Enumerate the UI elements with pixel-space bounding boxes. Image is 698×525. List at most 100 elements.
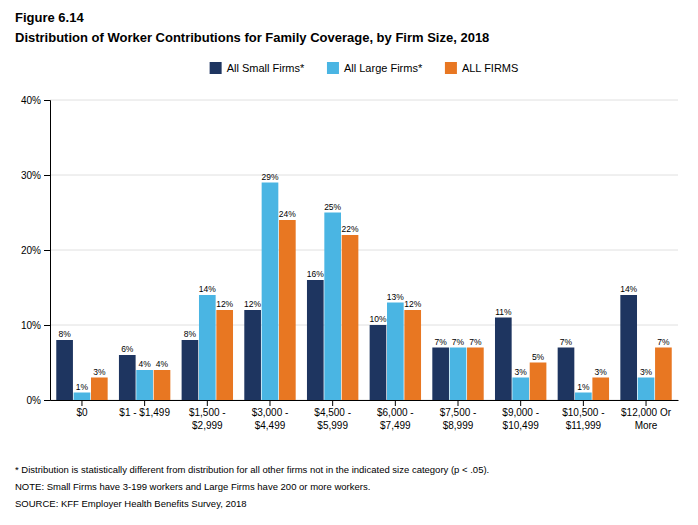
grid-line: [50, 325, 678, 326]
bar: [91, 378, 108, 401]
x-tick-mark: [458, 400, 459, 406]
x-tick-mark: [332, 400, 333, 406]
x-tick-mark: [81, 400, 82, 406]
y-axis-line: [44, 101, 51, 401]
data-label: 3%: [595, 367, 608, 377]
bar: [342, 235, 359, 400]
data-label: 29%: [261, 172, 278, 182]
figure-label: Figure 6.14: [15, 10, 84, 25]
x-tick-label: $12,000 OrMore: [621, 407, 672, 431]
data-label: 22%: [342, 224, 359, 234]
data-label: 10%: [369, 314, 386, 324]
y-tick-label: 0%: [27, 395, 42, 406]
legend-item: All Large Firms*: [327, 62, 423, 74]
grid-line: [50, 175, 678, 176]
bar: [199, 295, 216, 400]
legend-item: All Small Firms*: [210, 62, 305, 74]
y-tick-mark: [44, 250, 50, 251]
y-axis: 0% 10% 20% 30% 40%: [21, 95, 51, 406]
x-tick-label: $7,500 -$8,999: [440, 407, 477, 431]
data-label: 16%: [307, 269, 324, 279]
chart: Figure 6.14Distribution of Worker Contri…: [0, 0, 698, 525]
x-tick: $9,000 -$10,499: [502, 400, 539, 431]
bar: [495, 318, 512, 401]
data-label: 25%: [324, 202, 341, 212]
bar: [56, 340, 73, 400]
bar: [324, 213, 341, 401]
x-tick-label: $3,000 -$4,499: [252, 407, 289, 431]
y-tick-label: 20%: [21, 245, 41, 256]
legend-swatch: [327, 62, 339, 74]
legend-label: All Small Firms*: [227, 62, 305, 74]
y-tick: 30%: [21, 170, 50, 181]
y-tick-label: 30%: [21, 170, 41, 181]
data-label: 11%: [495, 307, 512, 317]
x-tick: $3,000 -$4,499: [252, 400, 289, 431]
bar: [244, 310, 261, 400]
bar: [262, 183, 279, 401]
data-label: 12%: [216, 299, 233, 309]
data-label: 7%: [560, 337, 573, 347]
bar: [575, 393, 592, 401]
x-tick-mark: [269, 400, 270, 406]
x-tick: $12,000 OrMore: [621, 400, 672, 431]
x-tick-mark: [646, 400, 647, 406]
data-label: 1%: [76, 382, 89, 392]
bar: [216, 310, 233, 400]
x-tick-mark: [583, 400, 584, 406]
data-label: 3%: [93, 367, 106, 377]
x-tick-mark: [520, 400, 521, 406]
bar: [307, 280, 324, 400]
data-label: 1%: [577, 382, 590, 392]
bar: [512, 378, 529, 401]
grid-line: [50, 100, 678, 101]
legend-swatch: [445, 62, 457, 74]
data-label: 7%: [469, 337, 482, 347]
data-label: 7%: [435, 337, 448, 347]
x-tick: $1,500 -$2,999: [189, 400, 226, 431]
legend-label: ALL FIRMS: [462, 62, 518, 74]
data-label: 3%: [515, 367, 528, 377]
bar: [136, 370, 153, 400]
y-tick: 20%: [21, 245, 50, 256]
y-tick-mark: [44, 100, 50, 101]
legend-swatch: [210, 62, 222, 74]
bar: [279, 220, 296, 400]
x-axis: $0 $1 - $1,499 $1,500 -$2,999 $3,000 -$4,49…: [51, 400, 679, 431]
x-tick-label: $1 - $1,499: [119, 407, 170, 418]
data-label: 12%: [244, 299, 261, 309]
footnotes: * Distribution is statistically differen…: [15, 464, 489, 509]
bar: [450, 348, 467, 401]
data-label: 14%: [199, 284, 216, 294]
data-label: 24%: [279, 209, 296, 219]
x-tick-label: $9,000 -$10,499: [502, 407, 539, 431]
footnote: * Distribution is statistically differen…: [15, 464, 489, 475]
bar: [530, 363, 547, 401]
bar: [182, 340, 199, 400]
y-tick: 0%: [27, 395, 50, 406]
data-label: 4%: [138, 359, 151, 369]
bar: [404, 310, 421, 400]
bar: [74, 393, 91, 401]
grid: [50, 100, 678, 400]
bar: [467, 348, 484, 401]
bar: [119, 355, 136, 400]
y-tick: 10%: [21, 320, 50, 331]
y-tick: 40%: [21, 95, 50, 106]
plot: 0%10%20%30%40%8%6%8%12%16%10%7%11%7%14%1…: [21, 95, 679, 431]
legend-label: All Large Firms*: [344, 62, 423, 74]
bar: [638, 378, 655, 401]
data-label: 8%: [58, 329, 71, 339]
x-tick-label: $1,500 -$2,999: [189, 407, 226, 431]
x-tick-mark: [395, 400, 396, 406]
x-tick: $0: [76, 400, 88, 418]
data-label: 7%: [452, 337, 465, 347]
x-tick-mark: [207, 400, 208, 406]
y-tick-mark: [44, 400, 50, 401]
data-label: 6%: [121, 344, 134, 354]
y-tick-label: 40%: [21, 95, 41, 106]
y-tick-mark: [44, 325, 50, 326]
bar: [154, 370, 171, 400]
y-tick-label: 10%: [21, 320, 41, 331]
footnote: SOURCE: KFF Employer Health Benefits Sur…: [15, 498, 247, 509]
